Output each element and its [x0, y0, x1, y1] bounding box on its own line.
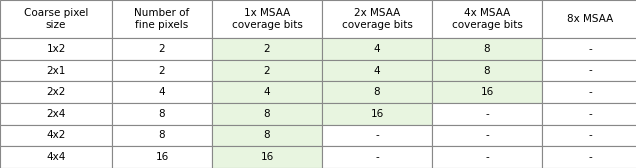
Bar — [212, 125, 322, 146]
Text: 8: 8 — [374, 87, 380, 97]
Bar — [212, 0, 322, 38]
Bar — [322, 60, 432, 81]
Bar — [542, 81, 636, 103]
Bar — [212, 103, 322, 125]
Bar — [322, 0, 432, 38]
Text: Coarse pixel
size: Coarse pixel size — [24, 8, 88, 30]
Bar — [432, 0, 542, 38]
Bar — [432, 60, 542, 81]
Text: Number of
fine pixels: Number of fine pixels — [134, 8, 190, 30]
Text: 1x MSAA
coverage bits: 1x MSAA coverage bits — [232, 8, 303, 30]
Text: 8: 8 — [159, 131, 165, 140]
Text: -: - — [589, 131, 592, 140]
Text: 8: 8 — [484, 44, 490, 54]
Text: 4: 4 — [264, 87, 270, 97]
Bar — [322, 125, 432, 146]
Text: 4: 4 — [374, 66, 380, 75]
Bar — [112, 146, 212, 168]
Text: 4: 4 — [159, 87, 165, 97]
Text: -: - — [485, 152, 489, 162]
Bar — [212, 81, 322, 103]
Bar — [432, 81, 542, 103]
Text: 8: 8 — [264, 131, 270, 140]
Bar — [542, 38, 636, 60]
Text: 2: 2 — [264, 66, 270, 75]
Bar — [112, 103, 212, 125]
Text: 4x2: 4x2 — [46, 131, 66, 140]
Bar — [542, 0, 636, 38]
Bar — [322, 38, 432, 60]
Bar — [0, 60, 112, 81]
Text: 16: 16 — [370, 109, 384, 119]
Bar — [542, 60, 636, 81]
Bar — [0, 81, 112, 103]
Bar — [542, 146, 636, 168]
Text: 16: 16 — [155, 152, 169, 162]
Bar — [112, 0, 212, 38]
Bar — [212, 146, 322, 168]
Bar — [112, 125, 212, 146]
Bar — [112, 60, 212, 81]
Bar — [212, 60, 322, 81]
Text: 2x MSAA
coverage bits: 2x MSAA coverage bits — [342, 8, 412, 30]
Bar — [432, 103, 542, 125]
Text: 4x MSAA
coverage bits: 4x MSAA coverage bits — [452, 8, 522, 30]
Text: -: - — [589, 87, 592, 97]
Text: -: - — [485, 109, 489, 119]
Bar — [322, 81, 432, 103]
Text: 2x4: 2x4 — [46, 109, 66, 119]
Text: 8x MSAA: 8x MSAA — [567, 14, 614, 24]
Bar — [432, 125, 542, 146]
Text: -: - — [589, 152, 592, 162]
Bar — [432, 38, 542, 60]
Text: -: - — [375, 152, 379, 162]
Text: 4: 4 — [374, 44, 380, 54]
Text: 4x4: 4x4 — [46, 152, 66, 162]
Text: 8: 8 — [264, 109, 270, 119]
Bar — [212, 38, 322, 60]
Bar — [112, 81, 212, 103]
Bar — [322, 103, 432, 125]
Text: 2x2: 2x2 — [46, 87, 66, 97]
Text: 2: 2 — [159, 66, 165, 75]
Bar — [542, 103, 636, 125]
Text: -: - — [589, 109, 592, 119]
Bar — [322, 146, 432, 168]
Text: 2x1: 2x1 — [46, 66, 66, 75]
Text: -: - — [485, 131, 489, 140]
Text: -: - — [375, 131, 379, 140]
Text: 8: 8 — [484, 66, 490, 75]
Bar — [542, 125, 636, 146]
Bar — [0, 125, 112, 146]
Text: 8: 8 — [159, 109, 165, 119]
Bar — [0, 38, 112, 60]
Bar — [0, 146, 112, 168]
Text: 2: 2 — [159, 44, 165, 54]
Text: 1x2: 1x2 — [46, 44, 66, 54]
Text: 2: 2 — [264, 44, 270, 54]
Bar — [112, 38, 212, 60]
Text: 16: 16 — [480, 87, 494, 97]
Text: -: - — [589, 44, 592, 54]
Text: -: - — [589, 66, 592, 75]
Bar — [0, 103, 112, 125]
Bar — [432, 146, 542, 168]
Bar — [0, 0, 112, 38]
Text: 16: 16 — [260, 152, 273, 162]
